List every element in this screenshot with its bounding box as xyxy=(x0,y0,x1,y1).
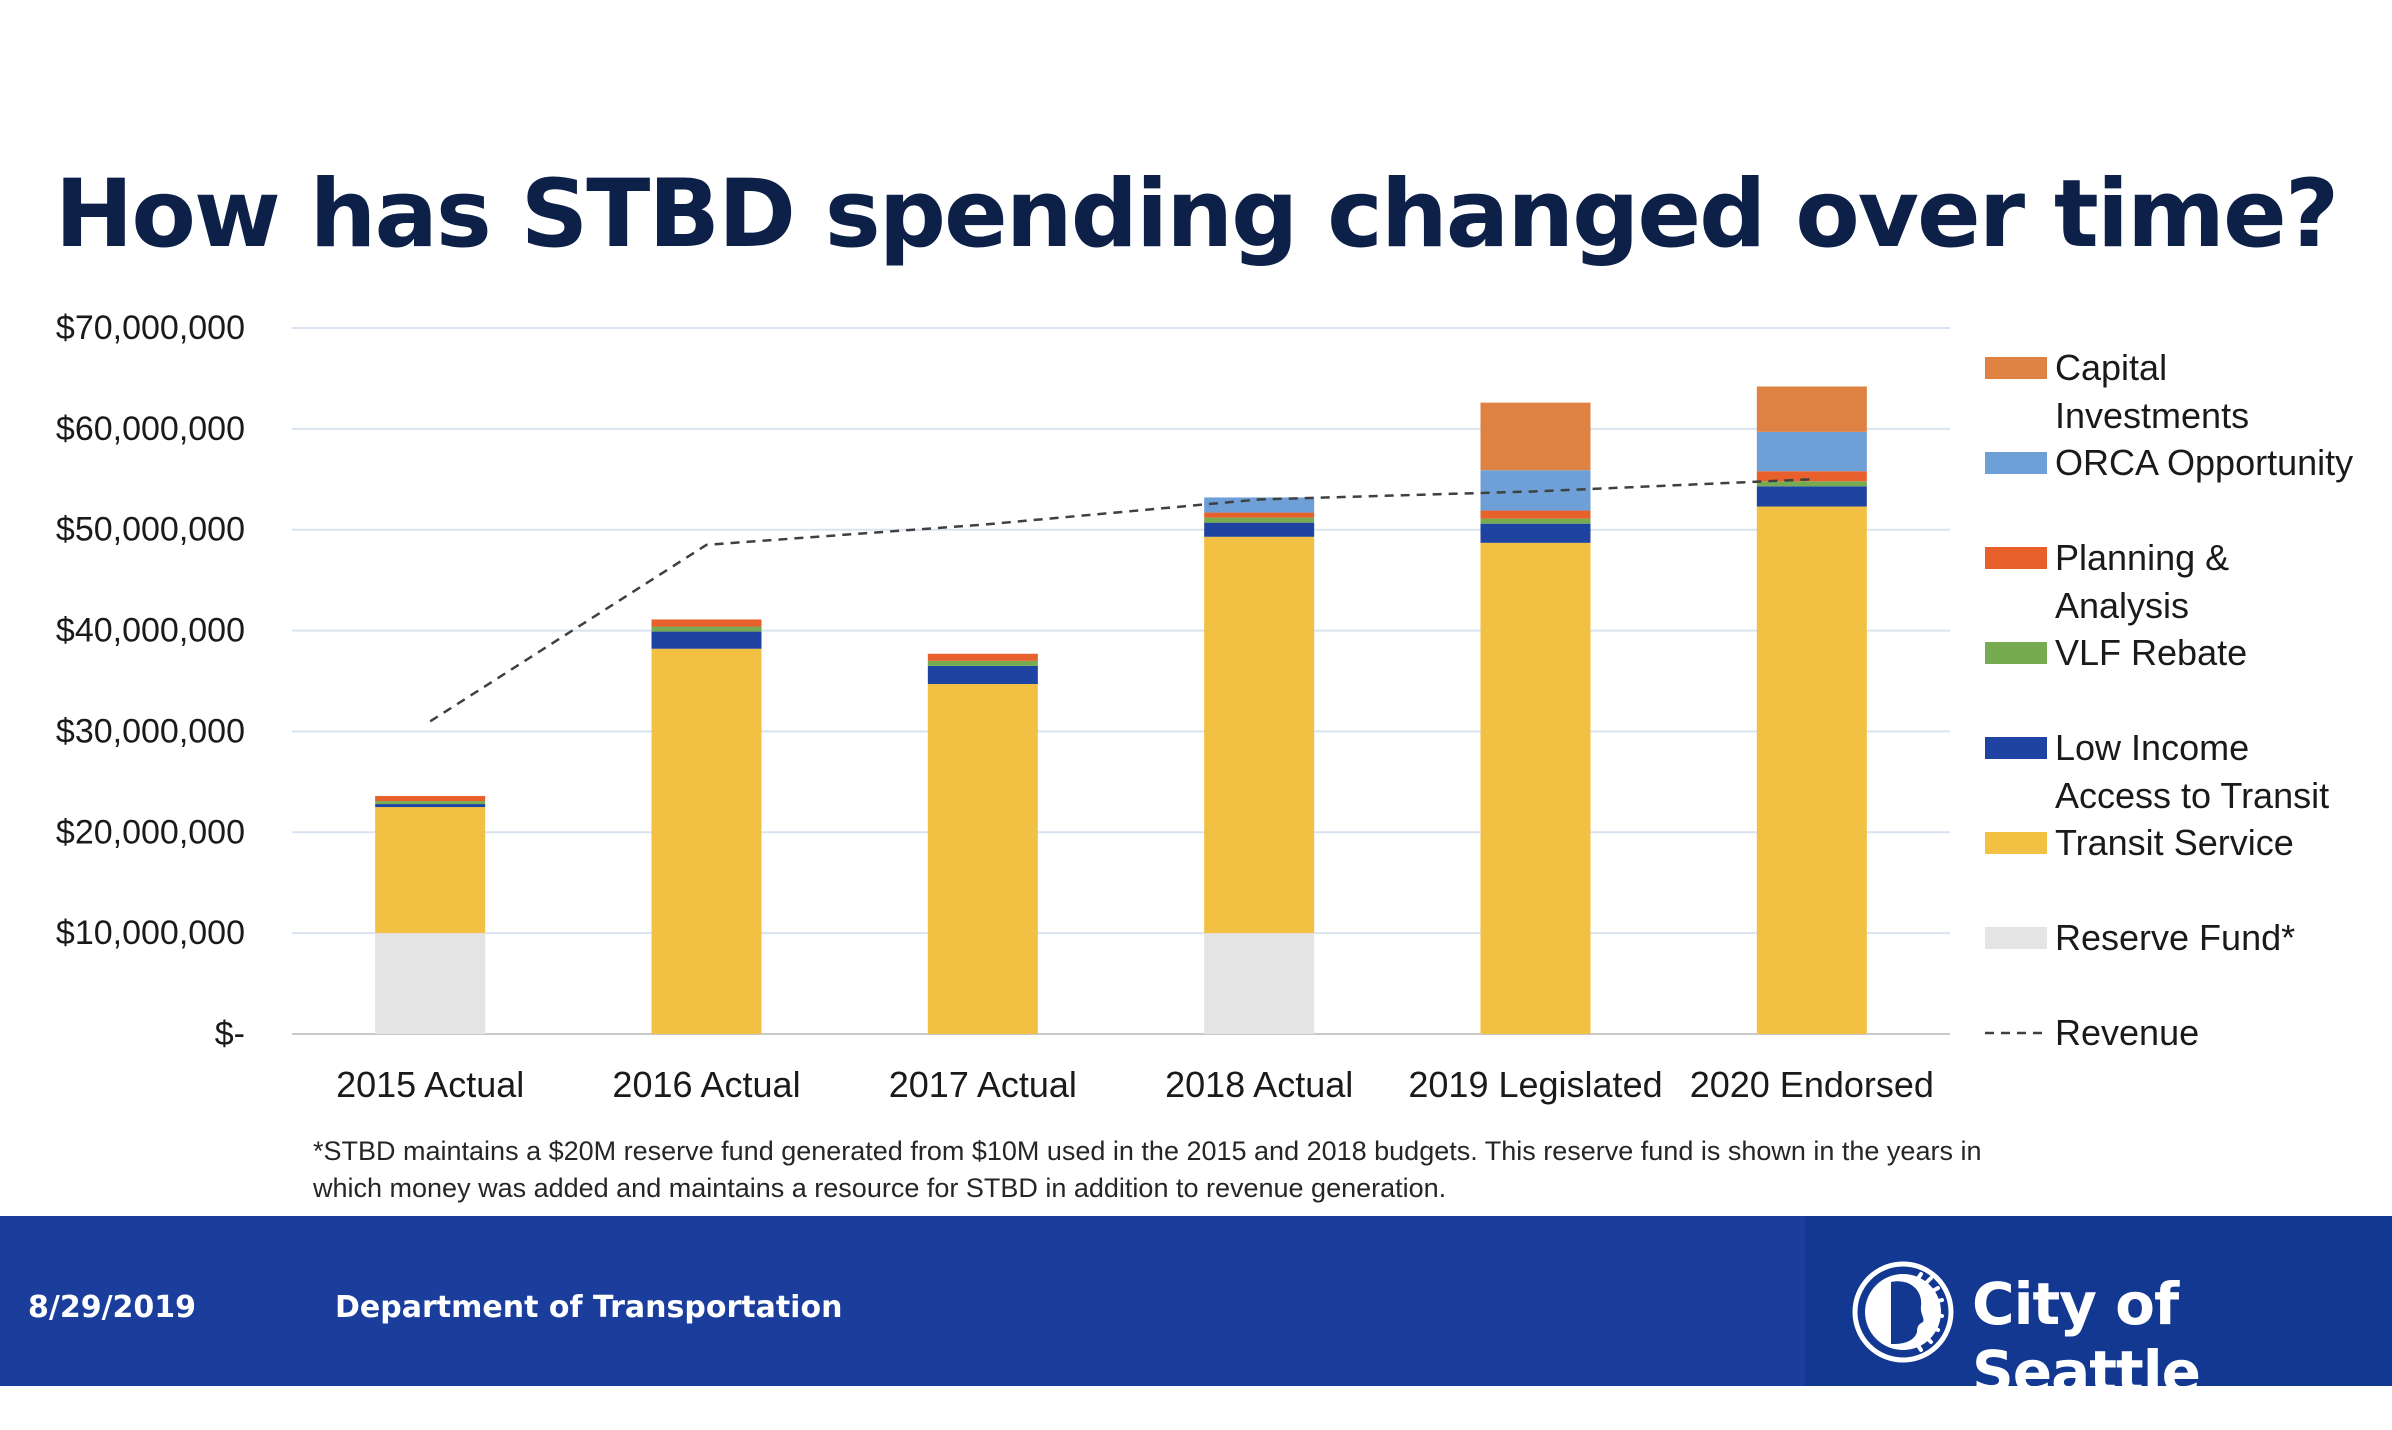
bar-segment-vlf-rebate xyxy=(1480,518,1591,524)
bar-segment-planning-analysis xyxy=(927,653,1038,661)
x-tick-label: 2017 Actual xyxy=(889,1064,1077,1105)
bar-segment-capital-investments xyxy=(1756,386,1867,432)
footer-department: Department of Transportation xyxy=(335,1290,843,1325)
y-tick-label: $30,000,000 xyxy=(56,712,245,750)
y-tick-label: $40,000,000 xyxy=(56,612,245,650)
revenue-line xyxy=(429,478,1812,723)
legend-label-planning-analysis: Analysis xyxy=(2055,585,2189,626)
y-tick-label: $20,000,000 xyxy=(56,813,245,851)
x-tick-label: 2016 Actual xyxy=(612,1064,800,1105)
legend-swatch-low-income-access-to-transit xyxy=(1985,737,2047,759)
bar-segment-reserve-fund xyxy=(1204,933,1315,1034)
bar-segment-reserve-fund xyxy=(375,933,486,1034)
bar-segment-transit-service xyxy=(927,684,1038,1034)
bar-segment-transit-service xyxy=(1204,536,1315,934)
legend-swatch-planning-analysis xyxy=(1985,547,2047,569)
legend-label-orca-opportunity: ORCA Opportunity xyxy=(2055,442,2353,483)
slide-title: How has STBD spending changed over time? xyxy=(54,160,2340,269)
x-tick-label: 2020 Endorsed xyxy=(1690,1064,1934,1105)
bar-segment-transit-service xyxy=(1480,542,1591,1034)
bar-segment-low-income-access-to-transit xyxy=(651,631,762,649)
footer-date: 8/29/2019 xyxy=(28,1290,197,1325)
legend-label-planning-analysis: Planning & xyxy=(2055,537,2229,578)
bar-segment-capital-investments xyxy=(1480,402,1591,471)
y-tick-label: $60,000,000 xyxy=(56,410,245,448)
bar-segment-orca-opportunity xyxy=(1756,431,1867,472)
bar-segment-vlf-rebate xyxy=(1756,481,1867,487)
stacked-bar-chart: $- $10,000,000 $20,000,000 $30,000,000 $40,0… xyxy=(56,309,2353,1105)
bar-segment-vlf-rebate xyxy=(651,626,762,632)
legend-label-revenue: Revenue xyxy=(2055,1012,2199,1053)
reserve-fund-footnote: *STBD maintains a $20M reserve fund gene… xyxy=(313,1136,1982,1203)
legend-label-low-income-access-to-transit: Access to Transit xyxy=(2055,775,2329,816)
bar-segment-vlf-rebate xyxy=(1204,517,1315,523)
legend-label-transit-service: Transit Service xyxy=(2055,822,2294,863)
bar-segment-transit-service xyxy=(1756,506,1867,1034)
legend-swatch-capital-investments xyxy=(1985,357,2047,379)
city-of-seattle-logo-text: City of Seattle xyxy=(1972,1270,2201,1406)
bar-segment-planning-analysis xyxy=(651,619,762,627)
legend-swatch-reserve-fund xyxy=(1985,927,2047,949)
legend-swatch-transit-service xyxy=(1985,832,2047,854)
bar-segment-low-income-access-to-transit xyxy=(1756,486,1867,507)
bar-segment-low-income-access-to-transit xyxy=(1480,523,1591,543)
x-tick-label: 2018 Actual xyxy=(1165,1064,1353,1105)
y-tick-label: $70,000,000 xyxy=(56,309,245,347)
y-tick-label: $10,000,000 xyxy=(56,914,245,952)
bar-segment-planning-analysis xyxy=(1756,471,1867,482)
legend-label-capital-investments: Capital xyxy=(2055,347,2167,388)
legend-label-vlf-rebate: VLF Rebate xyxy=(2055,632,2247,673)
legend-label-low-income-access-to-transit: Low Income xyxy=(2055,727,2249,768)
bar-segment-transit-service xyxy=(651,648,762,1034)
y-tick-label: $50,000,000 xyxy=(56,511,245,549)
bar-segment-low-income-access-to-transit xyxy=(927,665,1038,685)
x-tick-label: 2015 Actual xyxy=(336,1064,524,1105)
legend-swatch-orca-opportunity xyxy=(1985,452,2047,474)
y-tick-label: $- xyxy=(215,1015,245,1053)
bar-segment-low-income-access-to-transit xyxy=(1204,522,1315,537)
legend-label-capital-investments: Investments xyxy=(2055,395,2249,436)
legend-label-reserve-fund: Reserve Fund* xyxy=(2055,917,2295,958)
bar-segment-planning-analysis xyxy=(1204,512,1315,518)
bar-segment-low-income-access-to-transit xyxy=(375,804,486,808)
bar-segment-vlf-rebate xyxy=(927,660,1038,666)
bar-segment-transit-service xyxy=(375,807,486,934)
x-tick-label: 2019 Legislated xyxy=(1408,1064,1662,1105)
bar-segment-vlf-rebate xyxy=(375,801,486,805)
legend-swatch-vlf-rebate xyxy=(1985,642,2047,664)
bar-segment-planning-analysis xyxy=(1480,510,1591,519)
bar-segment-planning-analysis xyxy=(375,795,486,802)
city-seal-icon xyxy=(1852,1261,1954,1363)
